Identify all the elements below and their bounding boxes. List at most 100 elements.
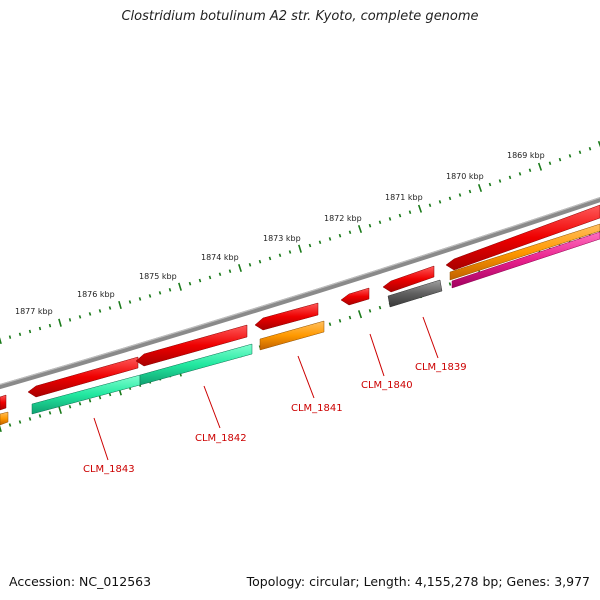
cog-feature-next-magenta[interactable] bbox=[451, 231, 600, 289]
leader-clm-1839 bbox=[422, 316, 439, 359]
gene-label-clm-1840[interactable]: CLM_1840 bbox=[361, 380, 413, 391]
ruler-label: 1870 kbp bbox=[446, 172, 484, 181]
gene-label-clm-1841[interactable]: CLM_1841 bbox=[291, 403, 343, 414]
outer-ruler-tick bbox=[498, 179, 502, 183]
cds-feature-clm-1841[interactable] bbox=[254, 302, 319, 331]
map-title: Clostridium botulinum A2 str. Kyoto, com… bbox=[121, 9, 479, 24]
inner-ruler-tick bbox=[88, 398, 92, 403]
gene-label-clm-1839[interactable]: CLM_1839 bbox=[415, 362, 467, 373]
outer-ruler-tick bbox=[228, 269, 232, 273]
cog-feature-clm-1839[interactable] bbox=[387, 279, 443, 308]
outer-ruler-tick bbox=[348, 230, 352, 235]
outer-ruler-tick bbox=[268, 256, 272, 261]
outer-ruler-tick bbox=[98, 309, 102, 313]
outer-ruler-tick bbox=[8, 335, 12, 339]
inner-ruler-tick bbox=[48, 411, 52, 415]
outer-ruler-tick bbox=[28, 329, 32, 334]
leader-clm-1840 bbox=[369, 333, 385, 377]
inner-ruler-tick bbox=[328, 322, 332, 326]
outer-ruler-tick bbox=[248, 263, 252, 267]
outer-ruler-tick bbox=[428, 203, 432, 208]
outer-ruler-tick bbox=[308, 243, 312, 248]
outer-ruler-tick bbox=[258, 259, 262, 264]
outer-ruler-tick bbox=[108, 306, 112, 310]
ruler-labels: 1869 kbp 1870 kbp 1871 kbp 1872 kbp 1873 kbp… bbox=[15, 151, 545, 316]
outer-ruler-tick bbox=[168, 288, 172, 292]
gene-label-clm-1842[interactable]: CLM_1842 bbox=[195, 433, 247, 444]
outer-ruler-tick bbox=[48, 323, 52, 328]
outer-ruler-tick bbox=[218, 272, 222, 277]
ruler-label: 1874 kbp bbox=[201, 253, 239, 262]
outer-ruler-tick bbox=[477, 183, 483, 193]
outer-ruler-tick bbox=[588, 146, 592, 151]
outer-ruler-tick bbox=[558, 157, 562, 162]
outer-ruler-tick bbox=[568, 154, 572, 158]
outer-ruler-tick bbox=[128, 300, 132, 304]
cog-feature-clm-1841[interactable] bbox=[259, 320, 325, 351]
outer-ruler-tick bbox=[398, 213, 402, 218]
outer-ruler-tick bbox=[0, 337, 2, 345]
outer-ruler-tick bbox=[388, 217, 392, 221]
inner-ruler-tick bbox=[378, 305, 382, 310]
genome-summary-text: Topology: circular; Length: 4,155,278 bp… bbox=[246, 574, 590, 589]
ruler-outer-ticks bbox=[0, 140, 600, 345]
inner-ruler-tick bbox=[68, 405, 72, 409]
outer-ruler-tick bbox=[188, 281, 192, 286]
cog-feature-next-orange[interactable] bbox=[449, 223, 600, 281]
outer-ruler-tick bbox=[438, 200, 442, 204]
outer-ruler-tick bbox=[38, 326, 42, 331]
cog-track bbox=[0, 223, 600, 426]
backbone-highlight bbox=[0, 197, 600, 386]
outer-ruler-tick bbox=[378, 220, 382, 225]
ruler-label: 1873 kbp bbox=[263, 234, 301, 243]
ruler-label: 1875 kbp bbox=[139, 272, 177, 281]
outer-ruler-tick bbox=[518, 172, 522, 176]
outer-ruler-tick bbox=[458, 193, 462, 197]
cds-feature-clm-1840[interactable] bbox=[340, 287, 370, 306]
cds-feature-next[interactable] bbox=[445, 204, 600, 271]
inner-ruler-tick bbox=[448, 282, 452, 286]
outer-ruler-tick bbox=[318, 240, 322, 244]
outer-ruler-tick bbox=[368, 223, 372, 228]
inner-ruler-tick bbox=[98, 395, 102, 400]
ruler-label: 1876 kbp bbox=[77, 290, 115, 299]
cds-feature-clm-1839[interactable] bbox=[382, 265, 435, 293]
outer-ruler-tick bbox=[88, 312, 92, 316]
outer-ruler-tick bbox=[158, 291, 162, 295]
outer-ruler-tick bbox=[298, 244, 302, 253]
cds-feature-prev[interactable] bbox=[0, 394, 7, 411]
inner-ruler-tick bbox=[357, 310, 363, 319]
ruler-label: 1872 kbp bbox=[324, 214, 362, 223]
gene-label-clm-1843[interactable]: CLM_1843 bbox=[83, 464, 135, 475]
outer-ruler-tick bbox=[288, 250, 292, 254]
outer-ruler-tick bbox=[198, 278, 202, 283]
outer-ruler-tick bbox=[328, 237, 332, 241]
ruler-label: 1869 kbp bbox=[507, 151, 545, 160]
inner-ruler-tick bbox=[8, 423, 12, 427]
outer-ruler-tick bbox=[508, 175, 512, 180]
outer-ruler-tick bbox=[537, 162, 543, 171]
inner-ruler-tick bbox=[38, 414, 42, 418]
outer-ruler-tick bbox=[417, 204, 423, 213]
outer-ruler-tick bbox=[488, 182, 492, 187]
outer-ruler-tick bbox=[148, 294, 152, 298]
gene-labels: CLM_1843 CLM_1842 CLM_1841 CLM_1840 CLM_… bbox=[83, 362, 467, 475]
cog-feature-clm-1842[interactable] bbox=[139, 343, 253, 386]
outer-ruler-tick bbox=[548, 161, 552, 165]
genome-backbone bbox=[0, 197, 600, 390]
inner-ruler-tick bbox=[108, 392, 112, 397]
outer-ruler-tick bbox=[408, 210, 412, 214]
outer-ruler-tick bbox=[448, 196, 452, 201]
cds-feature-clm-1843[interactable] bbox=[27, 356, 139, 398]
cds-feature-clm-1842[interactable] bbox=[135, 324, 248, 367]
outer-ruler-tick bbox=[278, 253, 282, 257]
inner-ruler-tick bbox=[0, 425, 2, 433]
ruler-label: 1871 kbp bbox=[385, 193, 423, 202]
cog-feature-prev[interactable] bbox=[0, 411, 9, 426]
inner-ruler-tick bbox=[78, 401, 82, 406]
accession-text: Accession: NC_012563 bbox=[9, 574, 152, 589]
outer-ruler-tick bbox=[238, 263, 242, 273]
outer-ruler-tick bbox=[597, 140, 600, 148]
outer-ruler-tick bbox=[68, 318, 72, 322]
